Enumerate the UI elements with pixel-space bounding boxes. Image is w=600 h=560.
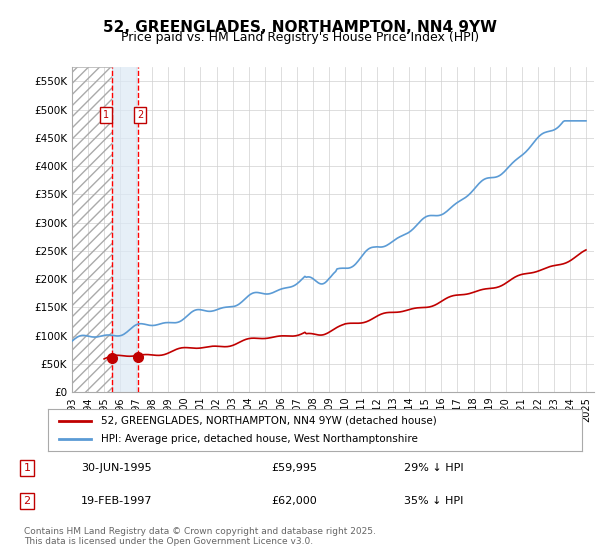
Text: 19-FEB-1997: 19-FEB-1997 — [81, 496, 152, 506]
Text: 52, GREENGLADES, NORTHAMPTON, NN4 9YW: 52, GREENGLADES, NORTHAMPTON, NN4 9YW — [103, 20, 497, 35]
Text: 30-JUN-1995: 30-JUN-1995 — [81, 463, 152, 473]
Text: 1: 1 — [103, 110, 109, 120]
Text: £62,000: £62,000 — [271, 496, 317, 506]
Text: 35% ↓ HPI: 35% ↓ HPI — [404, 496, 463, 506]
Text: 1: 1 — [23, 463, 31, 473]
Text: Price paid vs. HM Land Registry's House Price Index (HPI): Price paid vs. HM Land Registry's House … — [121, 31, 479, 44]
Text: £59,995: £59,995 — [271, 463, 317, 473]
Text: 2: 2 — [137, 110, 143, 120]
Text: 2: 2 — [23, 496, 31, 506]
Text: 29% ↓ HPI: 29% ↓ HPI — [404, 463, 463, 473]
Bar — [112, 67, 139, 392]
Text: 52, GREENGLADES, NORTHAMPTON, NN4 9YW (detached house): 52, GREENGLADES, NORTHAMPTON, NN4 9YW (d… — [101, 416, 437, 426]
Bar — [72, 67, 112, 392]
Text: HPI: Average price, detached house, West Northamptonshire: HPI: Average price, detached house, West… — [101, 434, 418, 444]
Text: Contains HM Land Registry data © Crown copyright and database right 2025.
This d: Contains HM Land Registry data © Crown c… — [24, 526, 376, 546]
